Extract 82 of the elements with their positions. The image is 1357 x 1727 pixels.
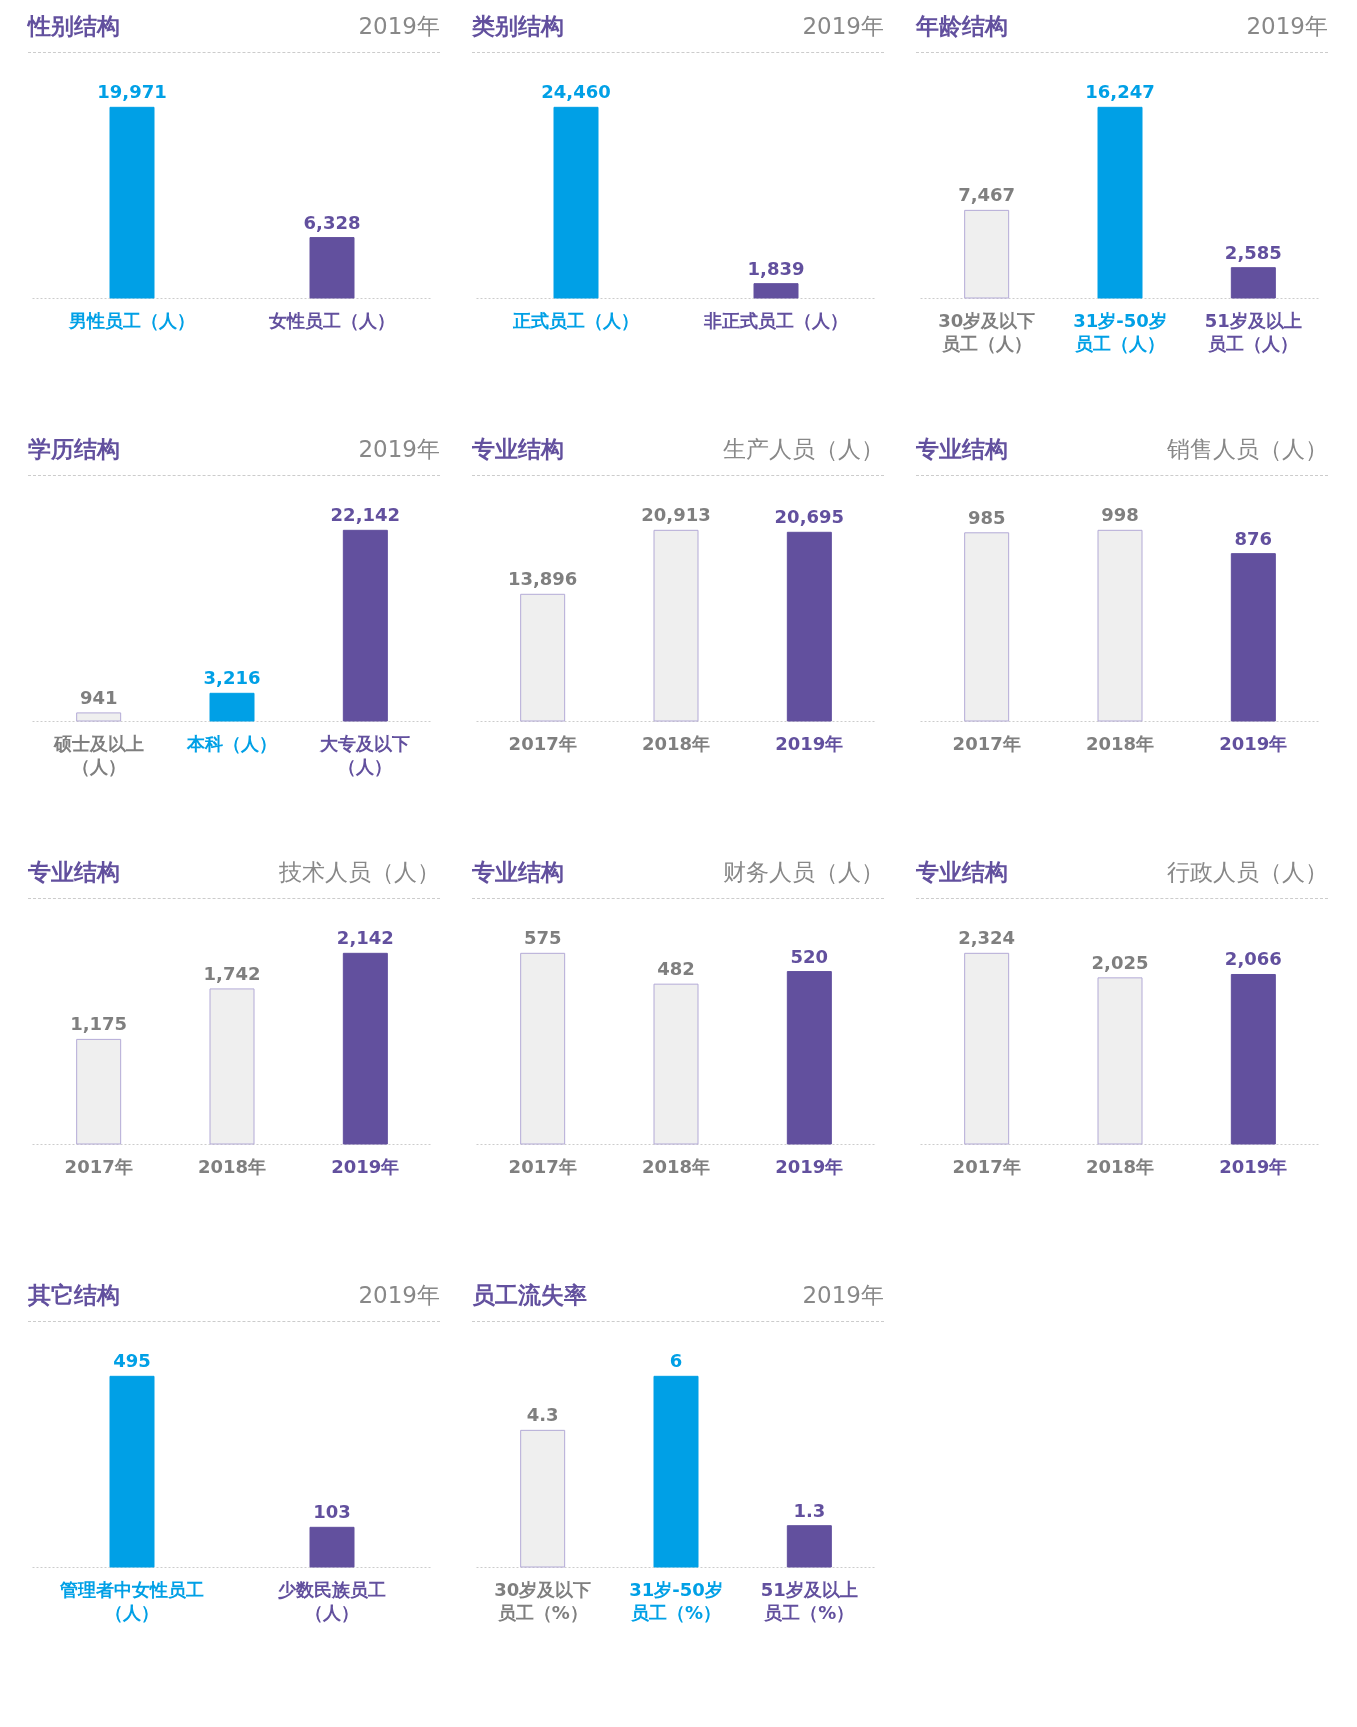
data-label: 2,585 [1224, 241, 1282, 263]
data-label: 16,247 [1085, 81, 1155, 103]
data-label: 4.3 [526, 1404, 559, 1426]
data-label: 876 [1234, 527, 1273, 549]
data-label: 2,142 [336, 927, 394, 949]
chart-title: 专业结构 [28, 857, 120, 887]
chart-subtitle: 销售人员（人） [1167, 434, 1328, 464]
x-tick-label: 2017年 [508, 732, 577, 754]
data-label: 1,175 [70, 1013, 128, 1035]
data-label: 22,142 [330, 504, 401, 526]
x-tick-label: 正式员工（人） [512, 309, 639, 331]
chart-title: 类别结构 [472, 11, 564, 41]
x-tick-label: 非正式员工（人） [703, 309, 848, 331]
x-tick-label: 2017年 [952, 1155, 1021, 1177]
x-tick-label: 2017年 [952, 732, 1021, 754]
x-tick-label: 2019年 [775, 1155, 844, 1177]
data-label: 24,460 [541, 81, 611, 103]
data-label: 1.3 [793, 1499, 826, 1521]
x-tick-label: 2018年 [641, 732, 711, 754]
x-tick-label: 2018年 [197, 1155, 267, 1177]
data-label: 985 [967, 506, 1006, 528]
x-tick-label: 30岁及以下员工（%） [494, 1578, 592, 1623]
chart-title: 学历结构 [28, 434, 120, 464]
x-tick-label: 2018年 [641, 1155, 711, 1177]
x-tick-label: 女性员工（人） [268, 309, 395, 331]
x-tick-label: 2019年 [331, 1155, 400, 1177]
data-label: 7,467 [958, 184, 1016, 206]
x-tick-label: 51岁及以上员工（人） [1204, 309, 1302, 354]
data-label: 20,913 [641, 504, 711, 526]
chart-subtitle: 2019年 [358, 1280, 440, 1310]
chart-subtitle: 行政人员（人） [1167, 857, 1328, 887]
x-tick-label: 31岁-50岁员工（人） [1073, 309, 1167, 354]
chart-title: 其它结构 [28, 1280, 120, 1310]
chart-title: 性别结构 [28, 11, 120, 41]
x-tick-label: 少数民族员工（人） [278, 1578, 386, 1623]
x-tick-label: 51岁及以上员工（%） [760, 1578, 858, 1623]
data-label: 941 [79, 686, 118, 708]
data-label: 6,328 [303, 211, 361, 233]
x-tick-label: 大专及以下（人） [319, 732, 411, 777]
data-label: 2,324 [958, 927, 1016, 949]
x-tick-label: 2018年 [1085, 732, 1155, 754]
data-label: 20,695 [774, 506, 845, 528]
chart-title: 专业结构 [472, 434, 564, 464]
x-tick-label: 2019年 [775, 732, 844, 754]
data-label: 103 [313, 1501, 351, 1523]
chart-title: 年龄结构 [916, 11, 1008, 41]
chart-subtitle: 财务人员（人） [723, 857, 884, 887]
x-tick-label: 2019年 [1219, 732, 1288, 754]
x-tick-label: 男性员工（人） [68, 309, 195, 331]
chart-title: 员工流失率 [472, 1280, 587, 1310]
data-label: 575 [523, 927, 562, 949]
chart-subtitle: 2019年 [358, 11, 440, 41]
data-label: 1,742 [203, 962, 261, 984]
x-tick-label: 2017年 [64, 1155, 133, 1177]
data-label: 2,066 [1224, 948, 1282, 970]
data-label: 1,839 [747, 257, 805, 279]
x-tick-label: 2017年 [508, 1155, 577, 1177]
data-label: 3,216 [203, 667, 261, 689]
chart-subtitle: 技术人员（人） [279, 857, 440, 887]
x-tick-label: 31岁-50岁员工（%） [629, 1578, 723, 1623]
x-tick-label: 30岁及以下员工（人） [938, 309, 1036, 354]
chart-title: 专业结构 [916, 434, 1008, 464]
data-label: 2,025 [1091, 951, 1149, 973]
data-label: 482 [657, 958, 695, 980]
data-label: 495 [113, 1350, 151, 1372]
x-tick-label: 管理者中女性员工（人） [59, 1578, 204, 1623]
chart-subtitle: 2019年 [802, 1280, 884, 1310]
chart-title: 专业结构 [916, 857, 1008, 887]
data-label: 520 [790, 945, 829, 967]
chart-subtitle: 2019年 [358, 434, 440, 464]
chart-title: 专业结构 [472, 857, 564, 887]
chart-subtitle: 2019年 [802, 11, 884, 41]
data-label: 19,971 [97, 81, 167, 103]
data-label: 998 [1101, 504, 1139, 526]
x-tick-label: 本科（人） [186, 732, 277, 754]
data-label: 6 [669, 1350, 683, 1372]
data-label: 13,896 [507, 568, 578, 590]
x-tick-label: 2019年 [1219, 1155, 1288, 1177]
chart-subtitle: 生产人员（人） [723, 434, 884, 464]
x-tick-label: 硕士及以上（人） [52, 732, 144, 777]
x-tick-label: 2018年 [1085, 1155, 1155, 1177]
chart-subtitle: 2019年 [1246, 11, 1328, 41]
